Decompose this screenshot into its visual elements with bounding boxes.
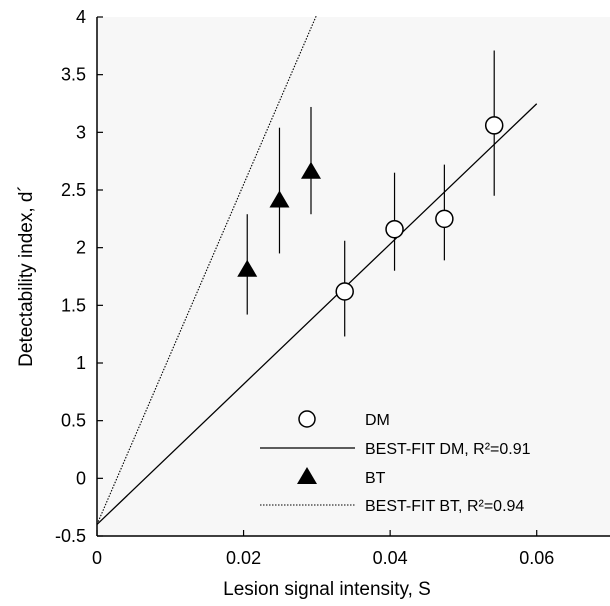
dm-fit-line	[96, 103, 538, 525]
legend-dm-fit-label: BEST-FIT DM, R²=0.91	[365, 441, 531, 458]
y-tick-label: 2	[76, 238, 86, 258]
y-tick-label: 3.5	[61, 65, 86, 85]
x-axis-label: Lesion signal intensity, S	[223, 579, 431, 600]
bt-point	[237, 259, 258, 277]
legend: DM BEST-FIT DM, R²=0.91 BT BEST-FIT BT, …	[260, 410, 531, 515]
y-axis-label: Detectability index, d´	[16, 185, 37, 367]
markers	[237, 116, 504, 301]
bt-point	[269, 190, 290, 208]
dm-point	[484, 116, 504, 135]
fit-lines	[96, 15, 538, 525]
legend-dm-marker	[298, 410, 316, 428]
y-tick-label: 3	[76, 122, 86, 142]
y-tick-label: 4	[76, 7, 86, 27]
dm-point	[335, 282, 354, 301]
ticks	[96, 16, 538, 537]
x-tick-label: 0	[92, 548, 102, 568]
error-bars	[246, 50, 495, 337]
y-tick-label: 1	[76, 353, 86, 373]
y-tick-label: 2.5	[61, 180, 86, 200]
bt-fit-line	[96, 15, 317, 525]
y-tick-label: 0.5	[61, 411, 86, 431]
x-tick-label: 0.04	[373, 548, 408, 568]
legend-dm-label: DM	[365, 412, 390, 429]
tick-labels: 0 0.02 0.04 0.06 -0.5 0 0.5 1 1.5 2 2.5 3 3.5 4	[55, 7, 554, 568]
dm-point	[385, 219, 404, 239]
x-tick-label: 0.06	[519, 548, 554, 568]
y-tick-label: -0.5	[55, 526, 86, 546]
axes	[96, 17, 610, 537]
legend-bt-marker	[297, 467, 317, 484]
x-tick-label: 0.02	[226, 548, 261, 568]
bt-point	[300, 161, 321, 179]
plot-background	[97, 17, 610, 536]
y-tick-label: 0	[76, 468, 86, 488]
dm-point	[435, 209, 454, 229]
y-tick-label: 1.5	[61, 295, 86, 315]
legend-bt-label: BT	[365, 470, 386, 487]
legend-bt-fit-label: BEST-FIT BT, R²=0.94	[365, 498, 524, 515]
